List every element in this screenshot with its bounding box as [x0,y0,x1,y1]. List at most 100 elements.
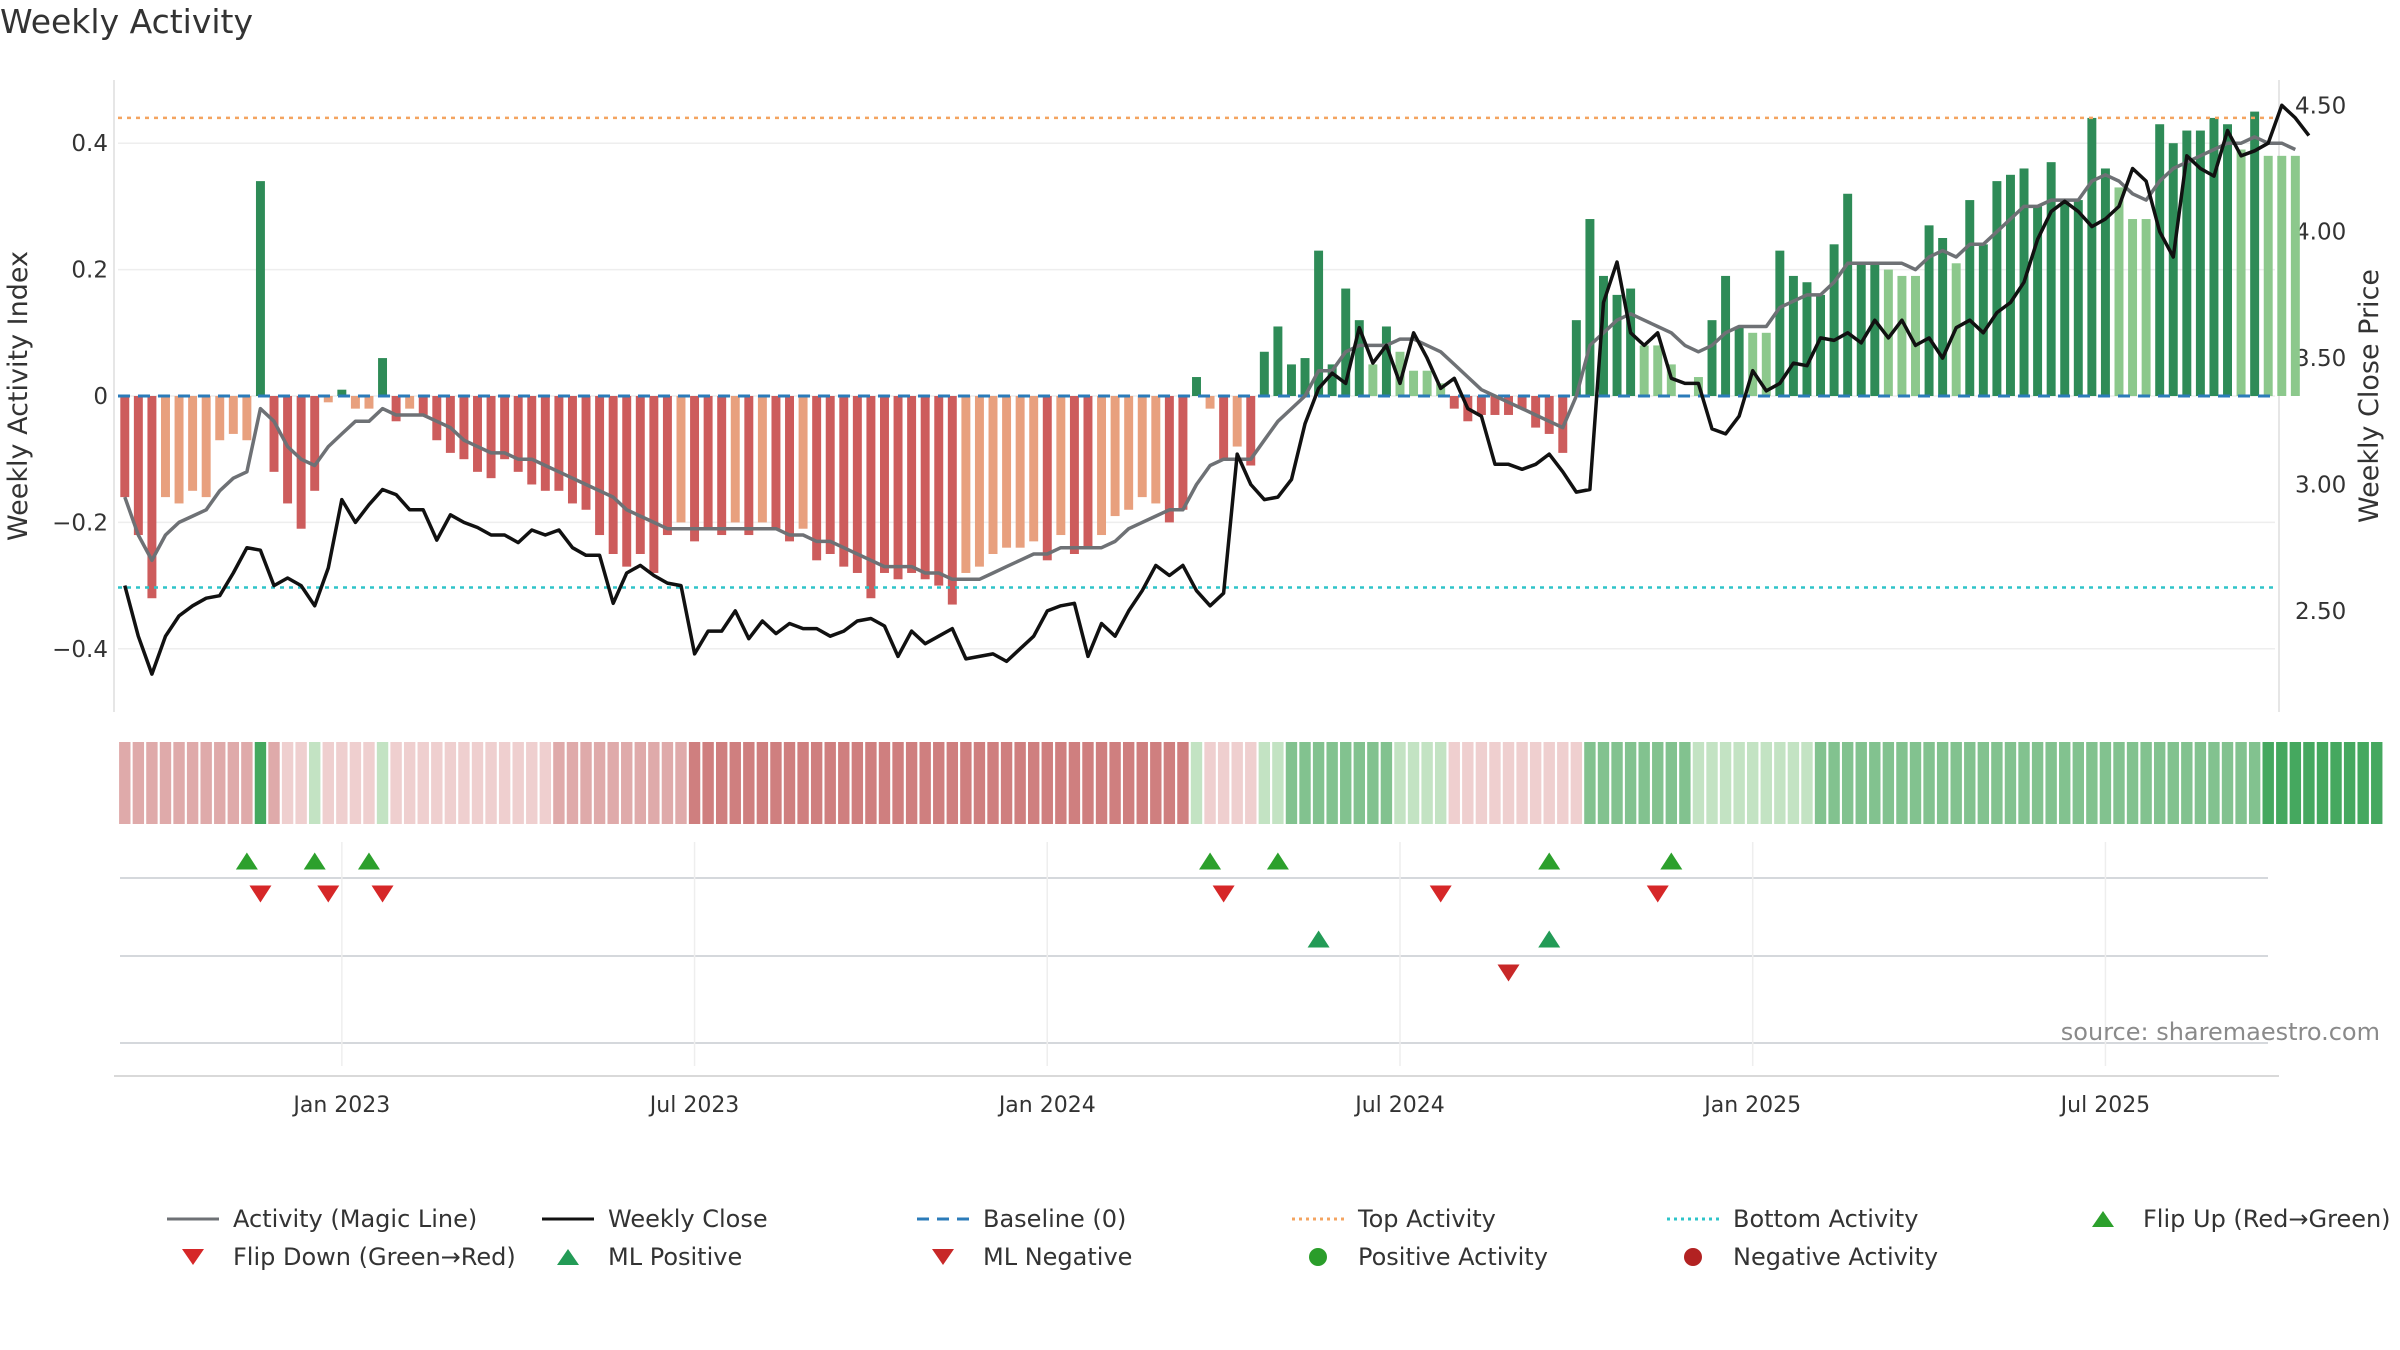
band-cell [661,742,674,824]
band-cell [2289,742,2302,824]
activity-strength-band [119,742,2383,824]
activity-bar [1327,364,1337,396]
band-cell [1326,742,1338,824]
activity-bar [2195,130,2205,396]
band-cell [173,742,185,824]
activity-bar [1571,320,1581,396]
flip-up-marker [1538,852,1561,870]
activity-bar [1137,396,1147,498]
band-cell [1014,742,1026,824]
activity-bar [1544,396,1554,434]
band-cell [2343,742,2356,824]
band-cell [431,742,443,824]
activity-bar [1259,351,1269,396]
band-cell [200,742,212,824]
activity-bar [1056,396,1066,536]
activity-bar [1734,326,1744,396]
legend-swatch [182,1249,204,1265]
activity-bar [2250,111,2260,396]
activity-bar [608,396,618,554]
band-cell [2181,742,2193,824]
band-cell [2086,742,2098,824]
band-cell [2262,742,2274,824]
band-cell [1787,742,1800,824]
legend-label: ML Negative [983,1243,1133,1271]
band-cell [1814,742,1827,824]
activity-bar [1449,396,1459,409]
band-cell [1557,742,1569,824]
activity-bar [1802,282,1812,396]
band-cell [810,742,823,824]
band-cell [336,742,348,824]
legend-label: Negative Activity [1733,1243,1939,1271]
activity-bar [595,396,605,536]
band-cell [1122,742,1135,824]
activity-bar [1381,326,1391,396]
legend-swatch [1292,1217,1344,1221]
activity-bar [825,396,835,554]
band-cell [824,742,836,824]
band-cell [2059,742,2071,824]
band-cell [119,742,131,824]
activity-bar [1883,269,1893,396]
band-cell [309,742,321,824]
band-cell [1977,742,1990,824]
band-cell [1407,742,1420,824]
band-cell [539,742,552,824]
ml-negative-marker [1497,964,1520,982]
activity-bar [323,396,333,403]
activity-bar [255,181,265,396]
activity-bar [201,396,211,498]
band-cell [1367,742,1379,824]
band-cell [458,742,470,824]
y-tick-label: −0.4 [52,637,108,663]
activity-bar [785,396,794,542]
legend-swatch-mark [2092,1211,2114,1227]
band-cell [688,742,701,824]
activity-bar [337,389,347,396]
activity-bar [2114,187,2124,396]
activity-bar [934,396,944,586]
band-cell [756,742,769,824]
legend-item: Positive Activity [1290,1243,1548,1271]
band-cell [1217,742,1230,824]
band-cell [241,742,253,824]
band-cell [1380,742,1393,824]
activity-bar [1422,370,1432,396]
flip-up-marker [235,852,258,870]
activity-bar [1761,332,1771,396]
band-cell [1434,742,1447,824]
activity-bar [269,396,279,472]
activity-bar [1246,396,1256,466]
band-cell [1543,742,1555,824]
band-cell [2004,742,2017,824]
band-cell [593,742,606,824]
band-cell [1150,742,1162,824]
flip-up-marker [1266,852,1289,870]
legend-item: Negative Activity [1665,1243,1938,1271]
activity-bar [215,396,225,441]
band-cell [553,742,565,824]
activity-bar [228,396,238,434]
activity-bar [527,396,537,485]
activity-bar [1585,219,1595,396]
band-cell [2126,742,2139,824]
band-cell [878,742,891,824]
flip-up-marker [1199,852,1222,870]
band-cell [512,742,524,824]
band-cell [1882,742,1895,824]
legend-item: Baseline (0) [915,1205,1126,1233]
band-cell [1611,742,1623,824]
weekly-close-series [123,103,2311,676]
legend-label: Flip Down (Green→Red) [233,1243,516,1271]
activity-bar [622,396,632,567]
activity-bar [405,396,415,409]
band-cell [349,742,362,824]
band-cell [2072,742,2084,824]
legend-label: Activity (Magic Line) [233,1205,478,1233]
band-cell [390,742,402,824]
activity-bar [798,396,808,529]
activity-bar [500,396,510,460]
activity-bar [1205,396,1215,409]
activity-bar [907,396,917,573]
